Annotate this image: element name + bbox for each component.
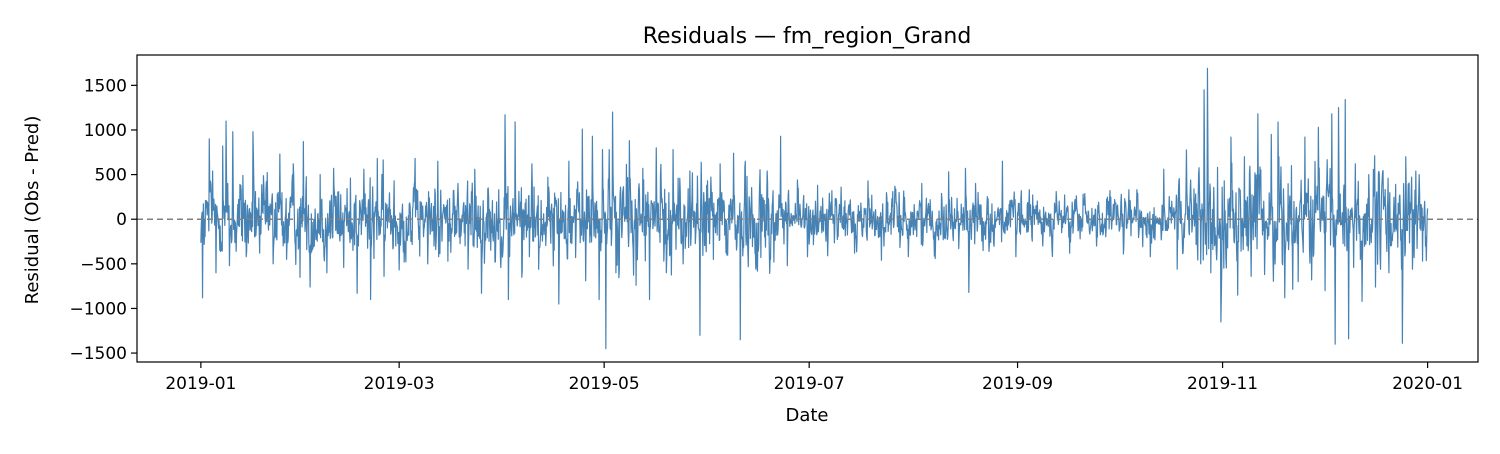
x-tick-label: 2019-09 bbox=[982, 374, 1053, 394]
chart-title: Residuals — fm_region_Grand bbox=[643, 24, 972, 49]
y-tick-label: 1500 bbox=[84, 76, 127, 96]
x-tick-label: 2019-11 bbox=[1187, 374, 1258, 394]
y-tick-label: −1500 bbox=[69, 344, 127, 364]
plot-area bbox=[137, 67, 1478, 350]
y-tick-label: −1000 bbox=[69, 299, 127, 319]
axes: 2019-01 2019-03 2019-05 2019-07 2019-09 2019-… bbox=[69, 54, 1479, 394]
y-tick-label: 500 bbox=[95, 166, 127, 186]
x-tick-label: 2019-05 bbox=[569, 374, 640, 394]
x-tick-label: 2019-01 bbox=[165, 374, 236, 394]
residual-series-line bbox=[200, 67, 1429, 350]
x-tick-label: 2020-01 bbox=[1392, 374, 1463, 394]
plot-frame bbox=[136, 54, 1479, 363]
x-tick-label: 2019-03 bbox=[364, 374, 435, 394]
y-tick-label: 1000 bbox=[84, 121, 127, 141]
y-axis-label: Residual (Obs - Pred) bbox=[22, 116, 43, 305]
x-tick-label: 2019-07 bbox=[774, 374, 845, 394]
y-tick-label: −500 bbox=[80, 255, 127, 275]
y-tick-label: 0 bbox=[116, 210, 127, 230]
x-axis-label: Date bbox=[785, 405, 828, 426]
